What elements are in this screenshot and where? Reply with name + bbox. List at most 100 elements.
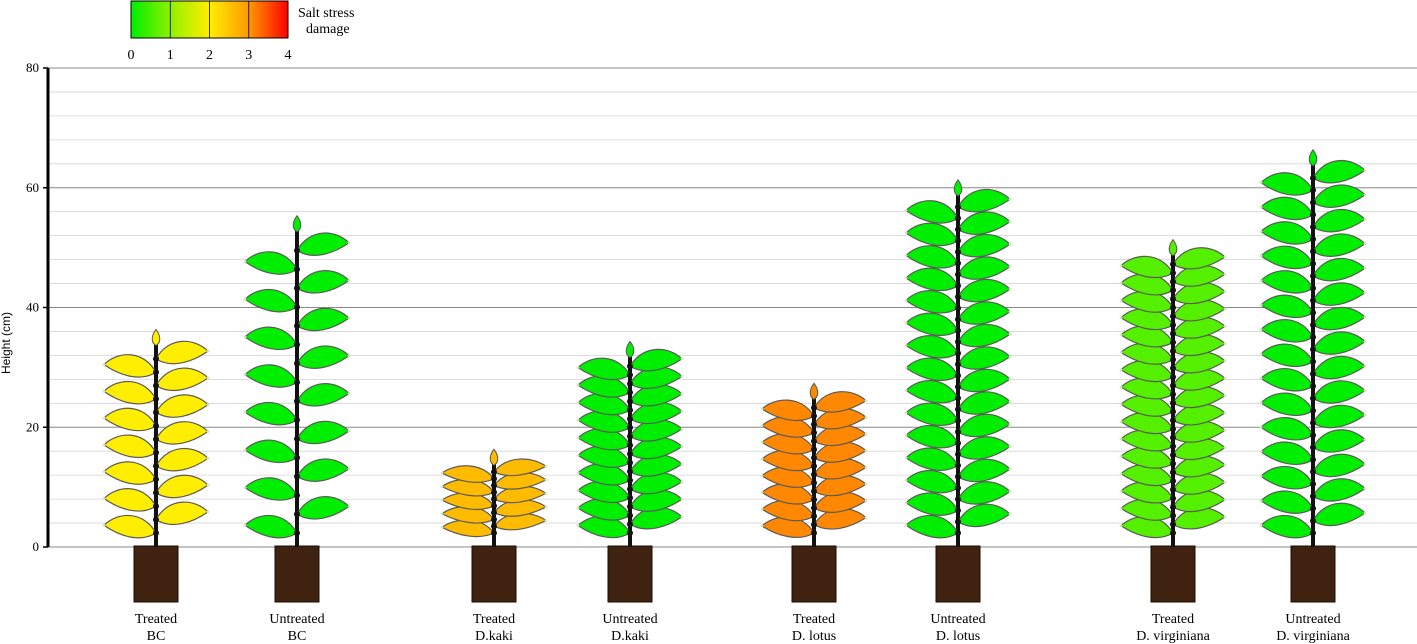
node xyxy=(294,322,300,329)
leaf-tip xyxy=(1223,307,1227,311)
leaf xyxy=(1312,184,1366,208)
node xyxy=(955,361,961,368)
leaf-tip xyxy=(243,335,247,339)
leaf xyxy=(957,346,1011,370)
node xyxy=(1310,517,1316,524)
leaf-tip xyxy=(1259,425,1263,429)
node xyxy=(294,473,300,480)
node xyxy=(491,489,497,496)
leaf-tip xyxy=(904,231,908,235)
leaf-tip xyxy=(904,276,908,280)
leaf-tip xyxy=(1119,368,1123,372)
pot xyxy=(607,545,653,603)
leaf-tip xyxy=(440,525,444,529)
node xyxy=(955,215,961,222)
leaf-tip xyxy=(904,478,908,482)
leaf xyxy=(244,251,298,275)
leaf-tip xyxy=(1119,298,1123,302)
leaf xyxy=(1260,319,1314,343)
node xyxy=(1310,407,1316,414)
node xyxy=(1170,399,1176,406)
leaf xyxy=(957,233,1011,258)
leaf xyxy=(103,488,157,512)
node xyxy=(627,442,633,449)
node xyxy=(811,463,817,470)
category-label-species: D.kaki xyxy=(475,629,513,644)
node xyxy=(811,413,817,420)
leaf-tip xyxy=(1363,364,1367,368)
node xyxy=(1170,451,1176,458)
leaf-tip xyxy=(1363,266,1367,270)
node xyxy=(627,530,633,536)
leaf xyxy=(957,368,1011,393)
leaf xyxy=(1312,404,1366,429)
leaf xyxy=(905,200,959,224)
leaf xyxy=(103,380,157,405)
leaf-tip xyxy=(1119,437,1123,441)
node xyxy=(1170,321,1176,328)
bud xyxy=(809,382,819,400)
leaf xyxy=(1260,490,1314,514)
leaf-tip xyxy=(1008,310,1012,314)
node xyxy=(811,488,817,495)
node xyxy=(627,389,633,396)
node xyxy=(1170,382,1176,389)
leaf xyxy=(1260,368,1314,392)
leaf-tip xyxy=(904,344,908,347)
leaf-tip xyxy=(904,254,908,257)
leaf-tip xyxy=(864,482,868,486)
category-label-treatment: Untreated xyxy=(930,612,985,627)
plant-bar xyxy=(1119,238,1227,603)
category-label-species: D. virginiana xyxy=(1276,629,1350,644)
node xyxy=(627,486,633,493)
node xyxy=(955,271,961,278)
legend-title-line2: damage xyxy=(306,22,350,37)
leaf xyxy=(440,465,495,483)
node xyxy=(491,475,497,482)
y-axis: 0 20 40 60 80 xyxy=(26,60,50,554)
leaf-tip xyxy=(206,430,210,433)
leaf xyxy=(813,391,867,413)
node xyxy=(955,507,961,514)
y-tick-label: 0 xyxy=(33,539,40,554)
node xyxy=(955,428,961,435)
leaf-tip xyxy=(544,464,548,468)
node xyxy=(491,468,497,475)
leaf-tip xyxy=(243,523,247,527)
node xyxy=(153,382,159,389)
node xyxy=(1310,272,1316,279)
leaf-tip xyxy=(1259,377,1263,380)
node xyxy=(1310,456,1316,463)
leaf xyxy=(905,290,959,314)
legend-title-line1: Salt stress xyxy=(298,6,354,21)
leaf-tip xyxy=(347,429,351,433)
leaf-tip xyxy=(102,363,106,366)
node xyxy=(294,285,300,292)
node xyxy=(955,260,961,267)
node xyxy=(955,383,961,390)
node xyxy=(955,350,961,357)
leaf-tip xyxy=(1119,472,1123,476)
leaf xyxy=(1312,380,1366,404)
plant-bar xyxy=(102,328,210,603)
leaf-tip xyxy=(1363,168,1367,172)
leaf-tip xyxy=(680,427,684,431)
node xyxy=(627,380,633,387)
leaf-tip xyxy=(904,501,908,505)
node xyxy=(627,450,633,457)
leaf xyxy=(1312,208,1366,233)
leaf xyxy=(155,501,209,526)
leaf-tip xyxy=(102,523,106,527)
category-label-species: D.kaki xyxy=(611,629,649,644)
leaf xyxy=(155,474,209,499)
leaf xyxy=(103,434,157,459)
node xyxy=(294,341,300,348)
leaf xyxy=(905,245,959,269)
leaf-tip xyxy=(760,457,764,461)
plant-bar xyxy=(904,178,1012,603)
bud xyxy=(489,448,499,466)
legend: 0 1 2 3 4 Salt stress damage xyxy=(128,0,354,63)
leaf-tip xyxy=(347,505,351,508)
leaf xyxy=(155,394,209,418)
leaf-tip xyxy=(1259,499,1263,503)
